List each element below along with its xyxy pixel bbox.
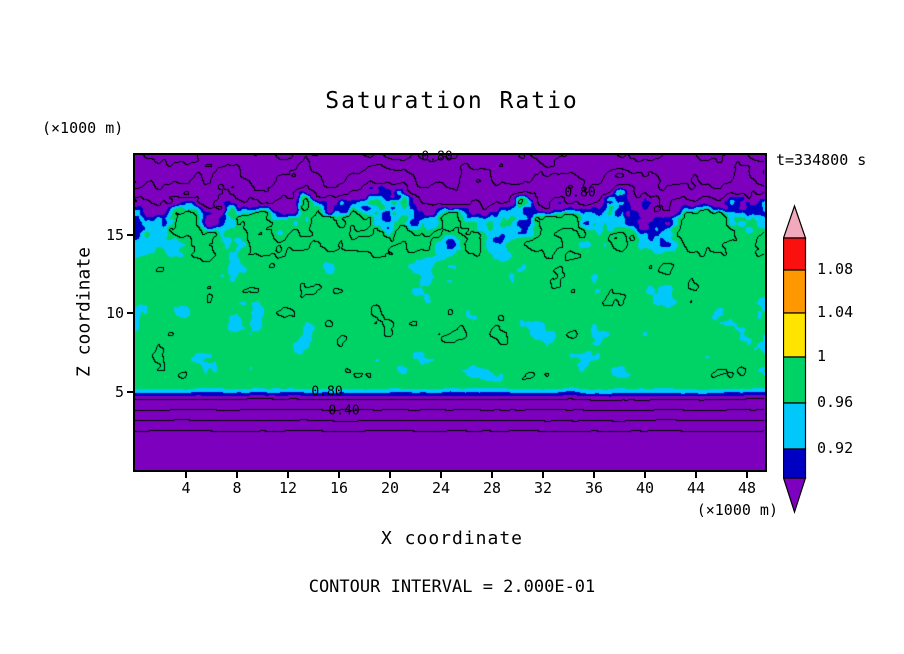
contour-label: 0.80 — [421, 149, 453, 165]
colorbar-segment-green — [783, 356, 807, 404]
x-tick-label: 28 — [482, 479, 502, 497]
contour-label: 0.80 — [564, 185, 596, 201]
plot-frame — [133, 153, 767, 472]
x-axis-label: X coordinate — [380, 528, 524, 549]
x-tick-label: 44 — [686, 479, 706, 497]
x-tick-mark — [389, 472, 391, 478]
x-tick-mark — [695, 472, 697, 478]
y-tick-label: 5 — [114, 382, 124, 401]
x-tick-mark — [644, 472, 646, 478]
x-tick-mark — [746, 472, 748, 478]
x-tick-label: 20 — [380, 479, 400, 497]
colorbar-segment-red — [783, 237, 807, 271]
y-tick-mark — [127, 233, 133, 236]
colorbar-segment-pink-arrow — [783, 204, 807, 239]
colorbar — [783, 204, 807, 514]
contour-label: 0.80 — [311, 384, 343, 400]
contour-label: 0.40 — [328, 403, 360, 419]
x-tick-label: 24 — [431, 479, 451, 497]
y-axis-units: (×1000 m) — [42, 119, 124, 137]
colorbar-segment-purple-arrow — [783, 477, 807, 514]
x-tick-label: 40 — [635, 479, 655, 497]
timestamp: t=334800 s — [776, 151, 867, 169]
x-tick-mark — [185, 472, 187, 478]
contour-field-canvas — [135, 155, 765, 470]
colorbar-segment-navy — [783, 448, 807, 479]
colorbar-segment-orange — [783, 269, 807, 314]
x-axis-units: (×1000 m) — [696, 501, 778, 519]
x-tick-mark — [338, 472, 340, 478]
colorbar-label: 1 — [817, 347, 827, 365]
colorbar-label: 1.08 — [817, 260, 854, 278]
colorbar-segment-yellow — [783, 312, 807, 358]
contour-interval-note: CONTOUR INTERVAL = 2.000E-01 — [308, 577, 596, 597]
y-tick-mark — [127, 312, 133, 314]
y-tick-label: 15 — [105, 225, 124, 244]
x-tick-mark — [287, 472, 289, 478]
x-tick-label: 36 — [584, 479, 604, 497]
x-tick-label: 4 — [181, 479, 191, 497]
x-tick-label: 32 — [533, 479, 553, 497]
colorbar-label: 0.92 — [817, 439, 854, 457]
x-tick-mark — [491, 472, 493, 478]
x-tick-label: 16 — [329, 479, 349, 497]
colorbar-segment-cyan — [783, 402, 807, 450]
y-tick-mark — [127, 390, 133, 393]
colorbar-label: 0.96 — [817, 393, 854, 411]
x-tick-mark — [440, 472, 442, 478]
x-tick-mark — [593, 472, 595, 478]
x-tick-label: 12 — [278, 479, 298, 497]
plot-title: Saturation Ratio — [325, 88, 579, 114]
x-tick-label: 8 — [232, 479, 242, 497]
x-tick-mark — [542, 472, 544, 478]
x-tick-label: 48 — [737, 479, 757, 497]
x-tick-mark — [236, 472, 238, 478]
colorbar-label: 1.04 — [817, 303, 854, 321]
y-tick-label: 10 — [105, 304, 124, 322]
